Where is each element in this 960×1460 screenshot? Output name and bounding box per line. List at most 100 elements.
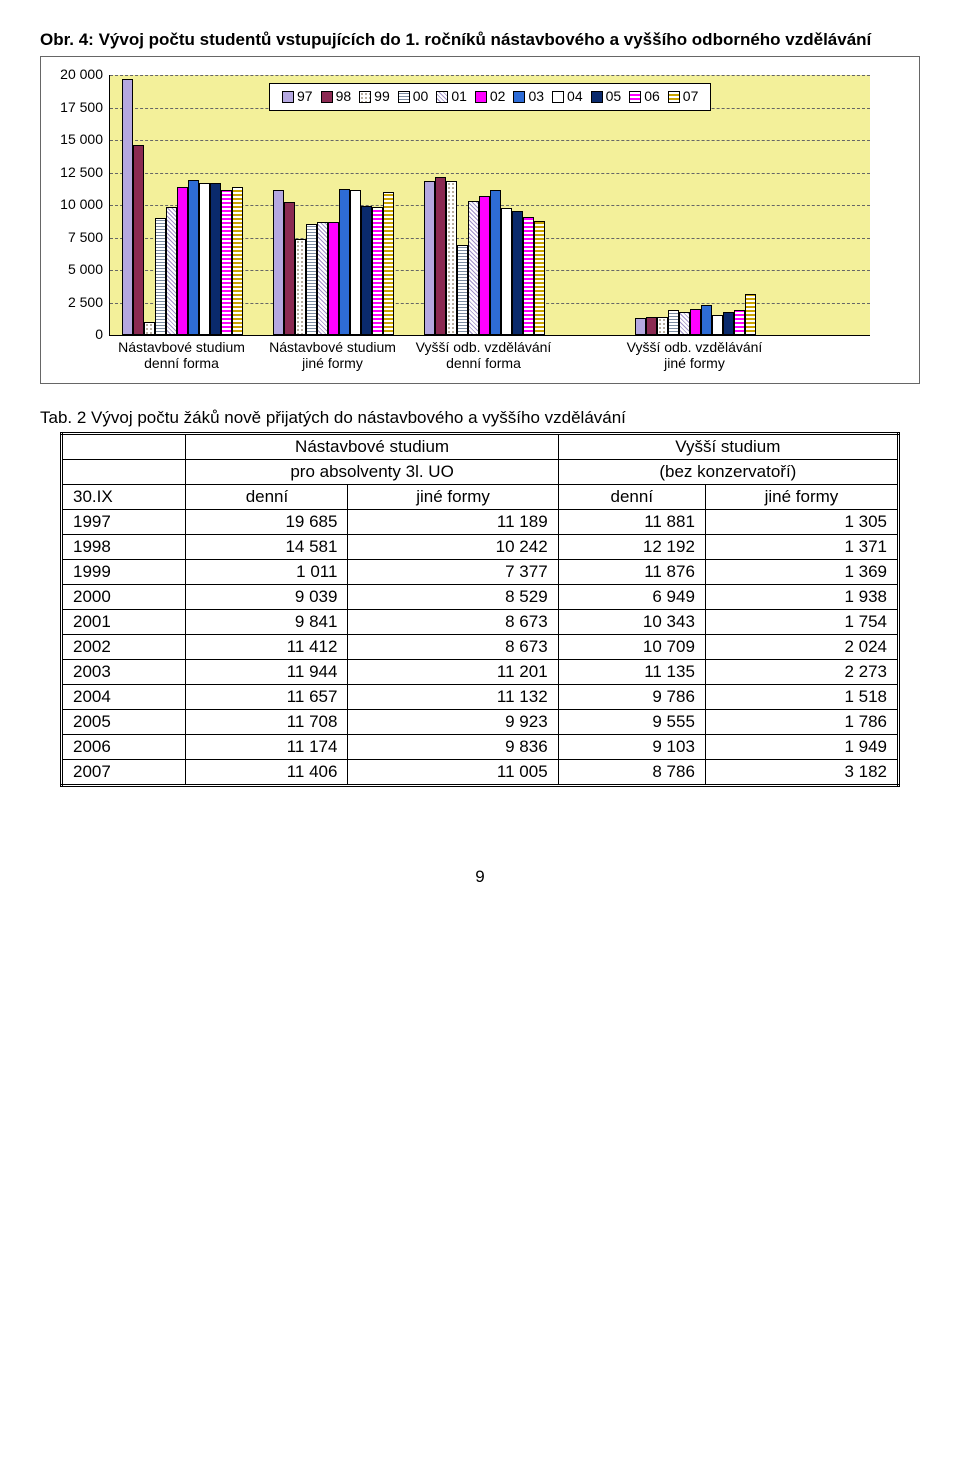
table-cell: 8 673 xyxy=(348,610,558,635)
bar xyxy=(188,180,199,335)
bar xyxy=(490,190,501,335)
legend-swatch xyxy=(321,91,333,103)
table-cell: 2 024 xyxy=(705,635,898,660)
table-cell: 11 657 xyxy=(186,685,348,710)
bar xyxy=(306,224,317,335)
legend-label: 07 xyxy=(683,88,699,104)
group-subheader: (bez konzervatoří) xyxy=(558,460,898,485)
bar xyxy=(534,221,545,335)
table-cell: 2006 xyxy=(62,735,186,760)
table-cell: 7 377 xyxy=(348,560,558,585)
gridline xyxy=(110,75,870,76)
bar xyxy=(295,239,306,335)
legend-item: 04 xyxy=(552,88,583,104)
table-cell: 11 406 xyxy=(186,760,348,786)
legend-label: 97 xyxy=(297,88,313,104)
table-cell: 9 923 xyxy=(348,710,558,735)
legend-label: 01 xyxy=(451,88,467,104)
data-table: Nástavbové studiumVyšší studiumpro absol… xyxy=(60,432,900,787)
legend-swatch xyxy=(591,91,603,103)
legend-item: 06 xyxy=(629,88,660,104)
page-number: 9 xyxy=(40,867,920,887)
column-header: jiné formy xyxy=(705,485,898,510)
table-cell: 2007 xyxy=(62,760,186,786)
bar xyxy=(155,218,166,336)
group-subheader: pro absolventy 3l. UO xyxy=(186,460,558,485)
table-cell: 3 182 xyxy=(705,760,898,786)
column-header: denní xyxy=(186,485,348,510)
table-cell: 9 841 xyxy=(186,610,348,635)
y-axis-tick: 5 000 xyxy=(49,261,103,277)
y-axis-tick: 17 500 xyxy=(49,99,103,115)
table-cell: 19 685 xyxy=(186,510,348,535)
table-cell: 8 673 xyxy=(348,635,558,660)
legend-swatch xyxy=(359,91,371,103)
table-cell: 9 836 xyxy=(348,735,558,760)
table-cell: 11 412 xyxy=(186,635,348,660)
table-cell: 9 103 xyxy=(558,735,705,760)
legend-swatch xyxy=(513,91,525,103)
x-axis-category: Nástavbové studiumdenní forma xyxy=(102,339,262,371)
table-cell: 11 132 xyxy=(348,685,558,710)
x-axis-category: Nástavbové studiumjiné formy xyxy=(253,339,413,371)
legend-label: 00 xyxy=(413,88,429,104)
legend-item: 99 xyxy=(359,88,390,104)
bar xyxy=(679,312,690,335)
table-cell: 14 581 xyxy=(186,535,348,560)
table-cell: 11 876 xyxy=(558,560,705,585)
table-cell: 11 708 xyxy=(186,710,348,735)
legend-label: 06 xyxy=(644,88,660,104)
bar xyxy=(350,190,361,335)
bar xyxy=(361,206,372,335)
legend-swatch xyxy=(668,91,680,103)
table-cell: 2005 xyxy=(62,710,186,735)
group-header: Nástavbové studium xyxy=(186,434,558,460)
legend-item: 98 xyxy=(321,88,352,104)
table-cell: 1 949 xyxy=(705,735,898,760)
legend-item: 01 xyxy=(436,88,467,104)
figure-title: Obr. 4: Vývoj počtu studentů vstupujícíc… xyxy=(40,30,920,50)
column-header: 30.IX xyxy=(62,485,186,510)
table-cell: 2000 xyxy=(62,585,186,610)
table-cell: 2001 xyxy=(62,610,186,635)
table-cell: 9 555 xyxy=(558,710,705,735)
bar xyxy=(435,177,446,335)
bar xyxy=(446,181,457,335)
table-cell: 1 754 xyxy=(705,610,898,635)
legend-swatch xyxy=(475,91,487,103)
bar xyxy=(177,187,188,335)
table-cell: 1997 xyxy=(62,510,186,535)
legend-swatch xyxy=(282,91,294,103)
table-cell: 2003 xyxy=(62,660,186,685)
bar-chart: 02 5005 0007 50010 00012 50015 00017 500… xyxy=(49,65,879,375)
bar xyxy=(232,187,243,335)
bar xyxy=(133,145,144,335)
table-cell: 1999 xyxy=(62,560,186,585)
y-axis-tick: 0 xyxy=(49,326,103,342)
table-cell: 2002 xyxy=(62,635,186,660)
table-cell: 8 786 xyxy=(558,760,705,786)
y-axis-tick: 2 500 xyxy=(49,294,103,310)
y-axis-tick: 15 000 xyxy=(49,131,103,147)
table-title: Tab. 2 Vývoj počtu žáků nově přijatých d… xyxy=(40,408,920,428)
column-header: denní xyxy=(558,485,705,510)
table-cell: 10 709 xyxy=(558,635,705,660)
column-header: jiné formy xyxy=(348,485,558,510)
legend-swatch xyxy=(552,91,564,103)
table-cell: 11 881 xyxy=(558,510,705,535)
table-cell: 6 949 xyxy=(558,585,705,610)
legend-swatch xyxy=(398,91,410,103)
bar xyxy=(424,181,435,335)
bar xyxy=(328,222,339,335)
y-axis-tick: 7 500 xyxy=(49,229,103,245)
bar xyxy=(523,217,534,335)
bar xyxy=(468,201,479,335)
table-cell: 8 529 xyxy=(348,585,558,610)
x-axis-category: Vyšší odb. vzdělávánídenní forma xyxy=(404,339,564,371)
bar xyxy=(646,317,657,335)
bar xyxy=(144,322,155,335)
bar xyxy=(457,245,468,335)
bar xyxy=(221,190,232,335)
bar xyxy=(210,183,221,335)
table-cell: 1 938 xyxy=(705,585,898,610)
